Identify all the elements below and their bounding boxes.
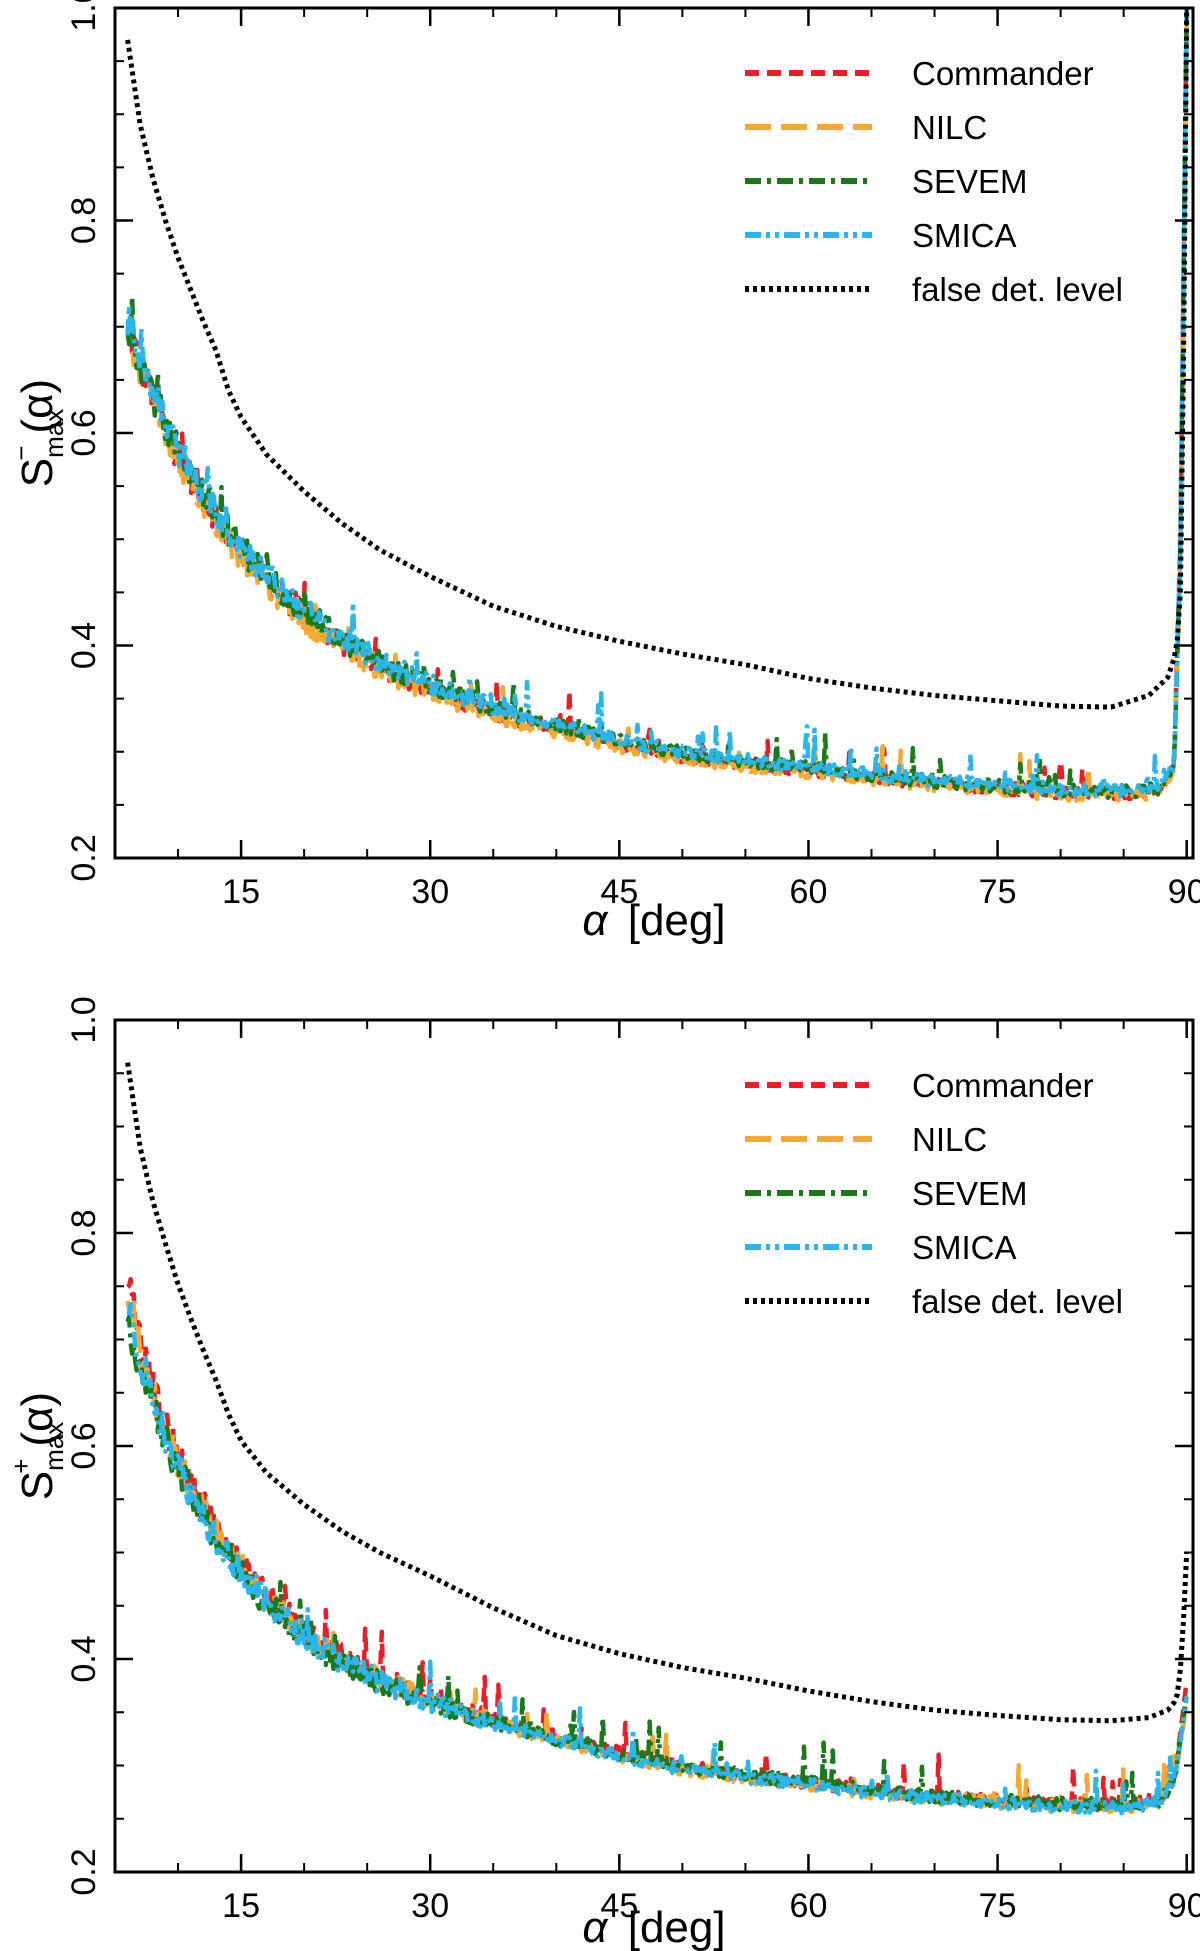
x-tick-label-bottom-45: 45 xyxy=(600,1887,638,1925)
x-axis-label-bottom: α [deg] xyxy=(582,1903,725,1951)
y-tick-label-bottom-4: 1.0 xyxy=(65,996,103,1043)
series-line-sevem-top xyxy=(125,8,1189,801)
legend-label-smica: SMICA xyxy=(912,1229,1017,1266)
plot-frame-top xyxy=(113,6,1195,860)
x-tick-label-bottom-75: 75 xyxy=(979,1887,1017,1925)
legend-top: Commander NILC SEVEM SMICA false det. level xyxy=(745,55,1123,308)
y-tick-label-bottom-0: 0.2 xyxy=(65,1848,103,1895)
y-tick-label-top-4: 1.0 xyxy=(65,0,103,32)
y-tick-label-bottom-1: 0.4 xyxy=(65,1635,103,1682)
legend-label-false-det-level: false det. level xyxy=(912,271,1123,308)
y-tick-label-bottom-2: 0.6 xyxy=(65,1422,103,1469)
y-tick-label-top-0: 0.2 xyxy=(65,834,103,881)
ticks-layer-bottom: 15 30 45 60 75 90 0.2 0.4 0.6 0.8 1.0 xyxy=(65,996,1200,1925)
ticks-layer-top: 15 30 45 60 75 90 0.2 0.4 0.6 0.8 1.0 xyxy=(65,0,1200,911)
legend-label-nilc: NILC xyxy=(912,109,987,146)
x-axis-label-top: α [deg] xyxy=(582,896,725,945)
series-line-commander-top xyxy=(125,8,1189,802)
series-line-smica-top xyxy=(125,8,1189,799)
x-tick-label-bottom-15: 15 xyxy=(222,1887,260,1925)
x-tick-label-bottom-30: 30 xyxy=(411,1887,449,1925)
legend-label-smica: SMICA xyxy=(912,217,1017,254)
legend-bottom: Commander NILC SEVEM SMICA false det. level xyxy=(745,1067,1123,1320)
series-line-sevem-bottom xyxy=(125,1314,1189,1814)
series-line-false-det-level-bottom xyxy=(125,1062,1190,1724)
panel-bottom: 15 30 45 60 75 90 0.2 0.4 0.6 0.8 1.0 Commander NIL… xyxy=(6,996,1200,1951)
series-line-false-det-level-top xyxy=(125,8,1190,710)
legend-label-sevem: SEVEM xyxy=(912,1175,1028,1212)
series-line-nilc-top xyxy=(125,8,1189,805)
x-tick-label-bottom-60: 60 xyxy=(790,1887,828,1925)
legend-label-nilc: NILC xyxy=(912,1121,987,1158)
panel-top: 15 30 45 60 75 90 0.2 0.4 0.6 0.8 1.0 Commander NIL… xyxy=(6,0,1200,945)
x-tick-label-top-75: 75 xyxy=(979,873,1017,911)
legend-label-commander: Commander xyxy=(912,1067,1094,1104)
legend-label-sevem: SEVEM xyxy=(912,163,1028,200)
y-axis-label-bottom: Smax+(α) xyxy=(6,1392,69,1500)
x-tick-label-top-15: 15 xyxy=(222,873,260,911)
legend-label-false-det-level: false det. level xyxy=(912,1283,1123,1320)
x-tick-label-top-45: 45 xyxy=(600,873,638,911)
x-tick-label-top-30: 30 xyxy=(411,873,449,911)
x-tick-label-bottom-90: 90 xyxy=(1168,1887,1200,1925)
x-tick-label-top-90: 90 xyxy=(1168,873,1200,911)
y-tick-label-bottom-3: 0.8 xyxy=(65,1209,103,1256)
series-layer-top xyxy=(125,8,1190,805)
x-tick-label-top-60: 60 xyxy=(790,873,828,911)
series-line-smica-bottom xyxy=(126,1301,1189,1816)
y-tick-label-top-1: 0.4 xyxy=(65,622,103,669)
y-tick-label-top-2: 0.6 xyxy=(65,409,103,456)
legend-label-commander: Commander xyxy=(912,55,1094,92)
y-axis-label-top: Smax−(α) xyxy=(6,379,69,487)
y-tick-label-top-3: 0.8 xyxy=(65,197,103,244)
series-layer-bottom xyxy=(125,1062,1190,1816)
